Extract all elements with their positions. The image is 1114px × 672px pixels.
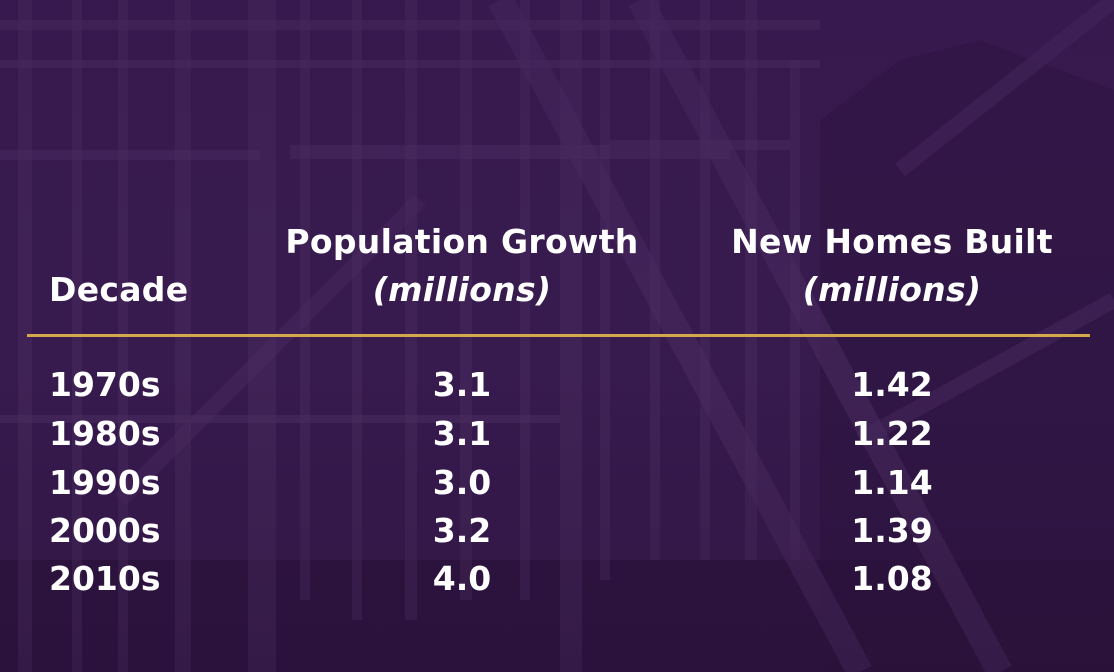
cell-new-homes-built: 1.42: [851, 365, 933, 404]
column-header-new-homes-built: New Homes Built (millions): [722, 222, 1062, 310]
cell-population-growth: 3.1: [432, 365, 492, 404]
column-header-homes-unit: (millions): [802, 270, 982, 309]
table-row: 1990s 3.0 1.14: [0, 459, 1114, 507]
cell-decade: 2010s: [49, 559, 161, 598]
column-header-population-label: Population Growth: [285, 222, 639, 261]
cell-new-homes-built: 1.22: [851, 414, 933, 453]
column-header-decade: Decade: [49, 270, 188, 310]
table-row: 1980s 3.1 1.22: [0, 410, 1114, 458]
cell-decade: 1970s: [49, 365, 161, 404]
table-row: 2010s 4.0 1.08: [0, 555, 1114, 603]
table-row: 1970s 3.1 1.42: [0, 361, 1114, 409]
cell-decade: 1980s: [49, 414, 161, 453]
cell-decade: 1990s: [49, 463, 161, 502]
column-header-population-unit: (millions): [372, 270, 552, 309]
cell-population-growth: 3.2: [432, 511, 492, 550]
column-header-decade-label: Decade: [49, 270, 189, 309]
cell-population-growth: 3.1: [432, 414, 492, 453]
cell-population-growth: 3.0: [432, 463, 492, 502]
cell-population-growth: 4.0: [432, 559, 492, 598]
cell-new-homes-built: 1.14: [851, 463, 933, 502]
cell-new-homes-built: 1.39: [851, 511, 933, 550]
cell-new-homes-built: 1.08: [851, 559, 933, 598]
column-header-population-growth: Population Growth (millions): [276, 222, 648, 310]
column-header-homes-label: New Homes Built: [731, 222, 1053, 261]
cell-decade: 2000s: [49, 511, 161, 550]
table-row: 2000s 3.2 1.39: [0, 507, 1114, 555]
header-divider-rule: [27, 334, 1090, 337]
